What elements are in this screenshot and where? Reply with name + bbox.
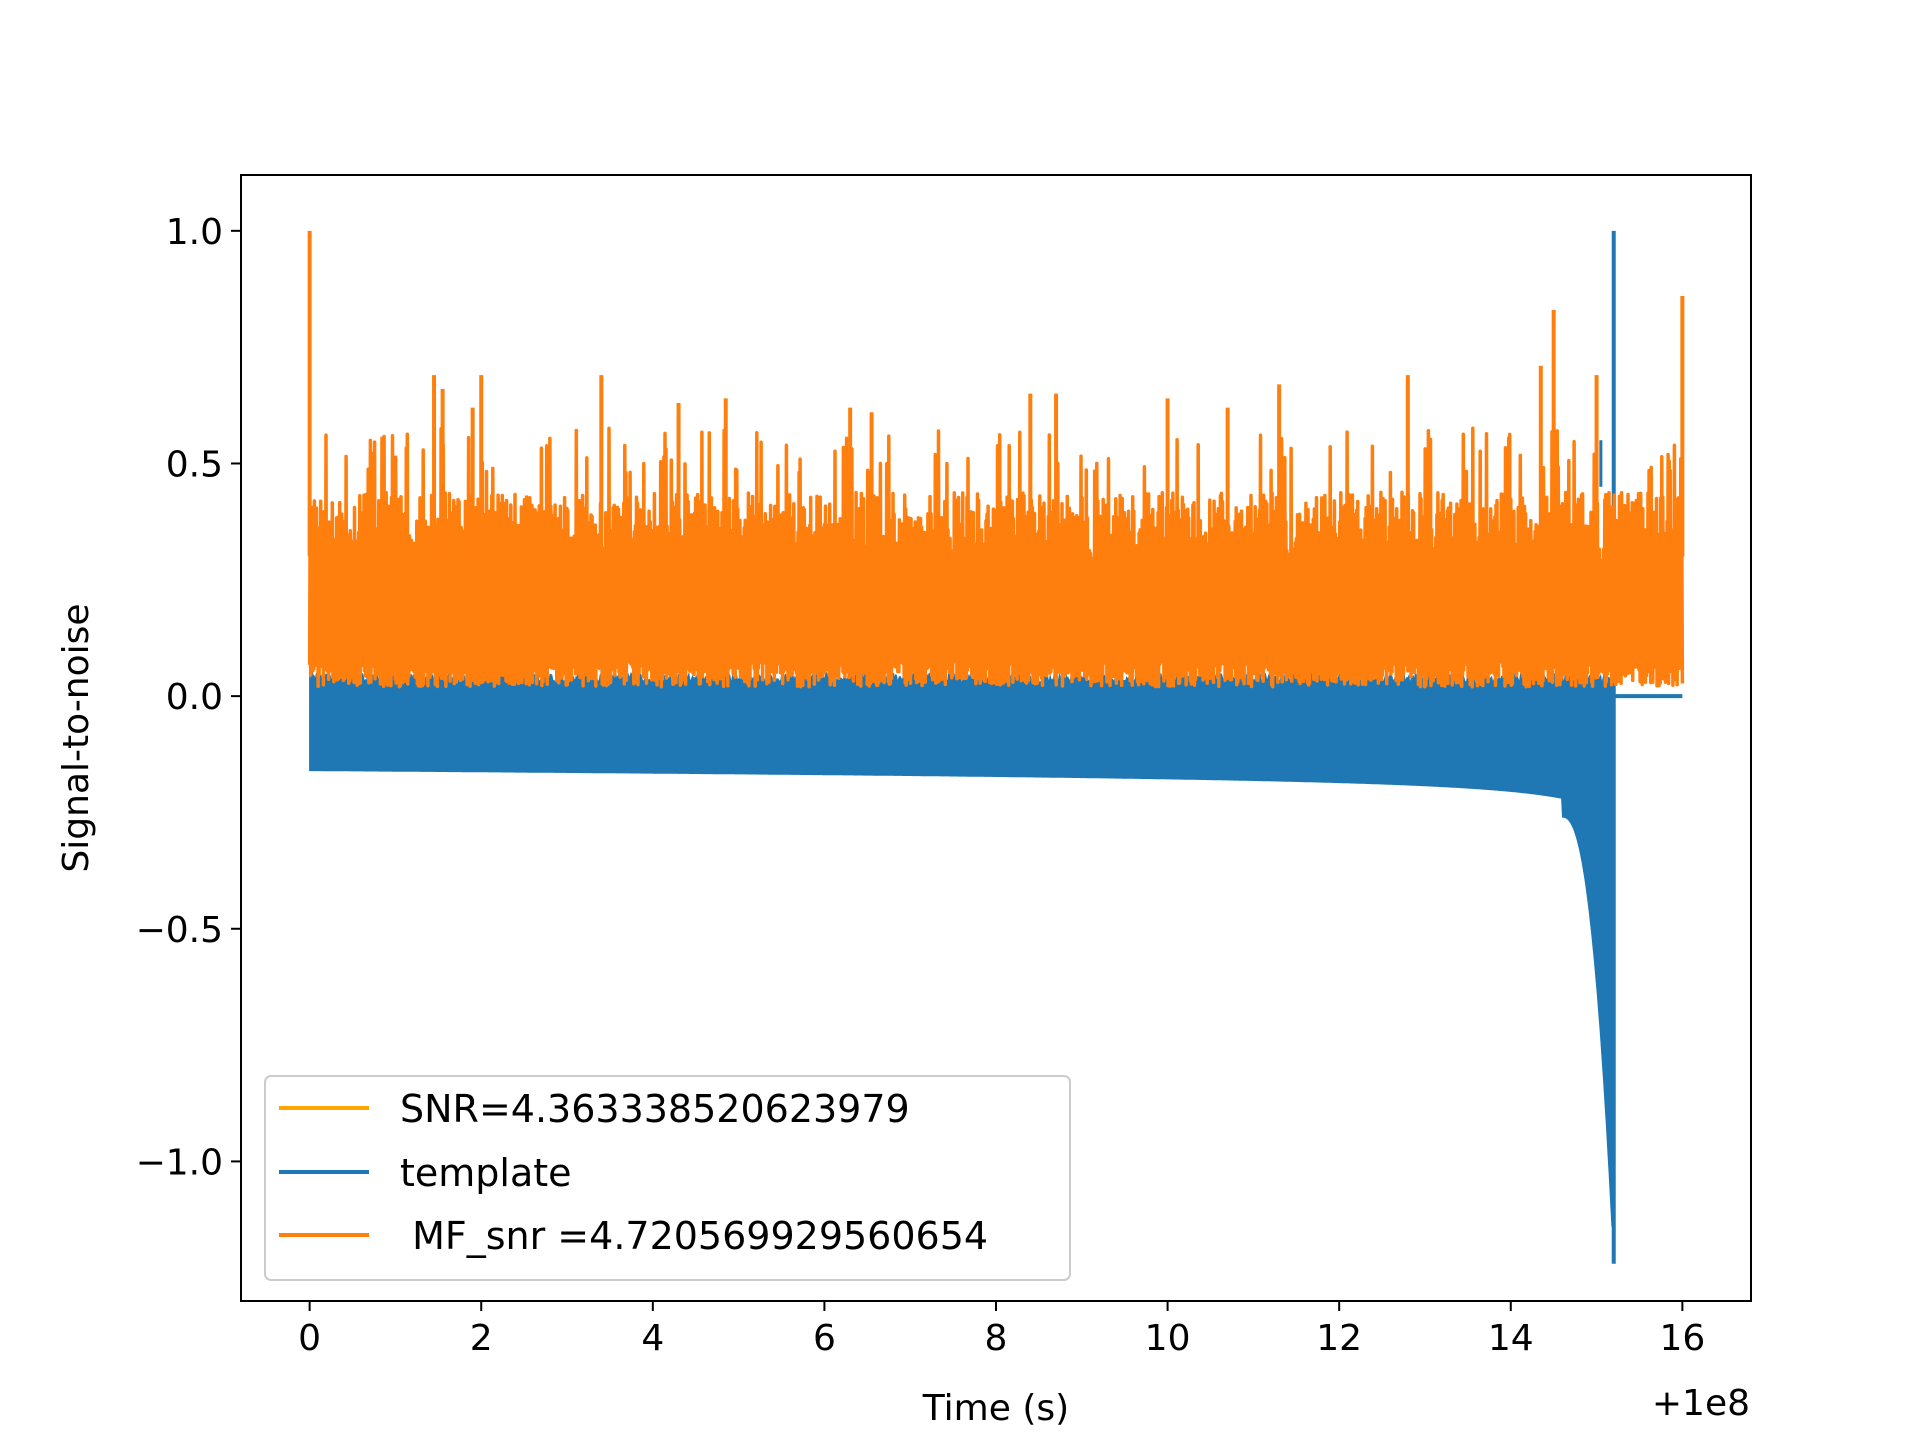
legend-label-snr: SNR=4.363338520623979 [400,1087,910,1131]
x-tick-label: 2 [470,1318,493,1359]
y-tick-label: −0.5 [136,910,223,951]
y-tick-label: 0.0 [166,677,223,718]
x-tick-label: 0 [298,1318,321,1359]
x-tick-label: 4 [641,1318,664,1359]
x-axis: 0 2 4 6 8 10 12 14 16 [298,1301,1705,1359]
x-tick-label: 10 [1145,1318,1191,1359]
y-tick-label: −1.0 [136,1142,223,1183]
x-tick-label: 14 [1488,1318,1534,1359]
y-tick-label: 0.5 [166,444,223,485]
legend-label-template: template [400,1151,572,1195]
x-tick-label: 16 [1659,1318,1705,1359]
x-axis-label: Time (s) [922,1388,1069,1429]
y-axis: 1.0 0.5 0.0 −0.5 −1.0 [136,212,241,1183]
x-tick-label: 12 [1316,1318,1362,1359]
mf-snr-band [309,575,1683,664]
y-axis-label: Signal-to-noise [56,603,97,872]
x-axis-offset-label: +1e8 [1652,1383,1750,1424]
x-tick-label: 8 [985,1318,1008,1359]
x-tick-label: 6 [813,1318,836,1359]
plot-area [307,230,1685,1264]
legend-box [264,1075,1071,1281]
legend-label-mf-snr: MF_snr =4.720569929560654 [400,1214,988,1258]
series-layer [307,230,1685,1264]
y-tick-label: 1.0 [166,212,223,253]
legend: SNR=4.363338520623979 template MF_snr =4… [264,1075,1071,1281]
